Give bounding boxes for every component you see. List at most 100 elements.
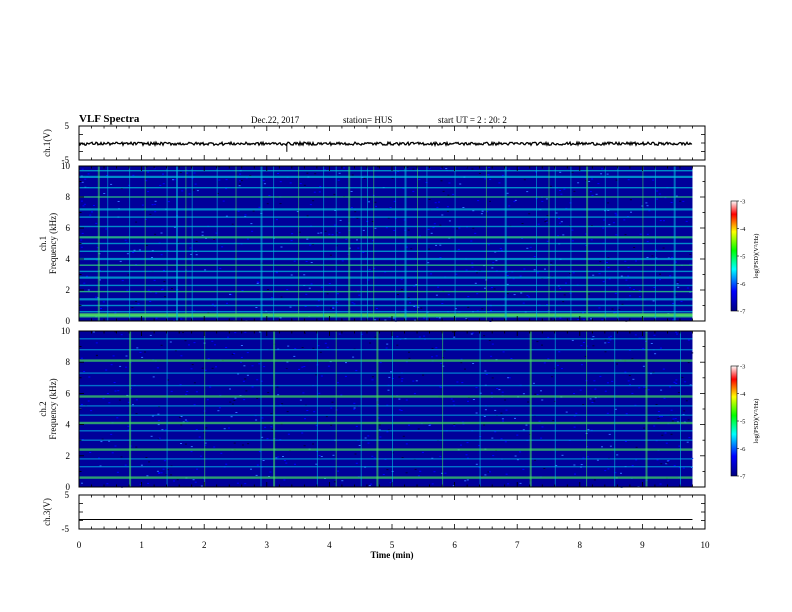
- impulse-line: [504, 166, 507, 321]
- noise-speck: [193, 172, 196, 174]
- noise-speck: [659, 273, 661, 275]
- noise-speck: [275, 272, 278, 274]
- noise-speck: [398, 409, 401, 411]
- noise-speck: [81, 168, 84, 170]
- noise-speck: [174, 350, 177, 352]
- noise-speck: [312, 243, 315, 245]
- noise-speck: [589, 191, 592, 193]
- noise-speck: [627, 179, 630, 181]
- noise-speck: [490, 310, 492, 311]
- noise-speck: [333, 193, 336, 195]
- noise-speck: [418, 235, 421, 237]
- noise-speck: [642, 347, 645, 349]
- noise-speck: [155, 317, 158, 319]
- noise-speck: [83, 203, 86, 205]
- noise-speck: [303, 366, 306, 367]
- noise-speck: [294, 348, 297, 350]
- frequency-band: [79, 448, 693, 451]
- noise-speck: [198, 436, 201, 438]
- noise-speck: [560, 193, 563, 195]
- noise-speck: [483, 335, 486, 337]
- noise-speck: [552, 420, 555, 422]
- noise-speck: [114, 390, 117, 392]
- noise-speck: [428, 248, 431, 250]
- noise-speck: [527, 401, 530, 403]
- noise-speck: [611, 380, 614, 382]
- noise-speck: [382, 474, 385, 475]
- frequency-band: [79, 284, 693, 287]
- noise-speck: [378, 429, 381, 431]
- noise-speck: [200, 455, 203, 457]
- noise-speck: [201, 367, 204, 369]
- noise-speck: [156, 470, 159, 472]
- colorbar-tick-label: -7: [740, 309, 746, 316]
- noise-speck: [466, 457, 469, 459]
- noise-speck: [215, 366, 217, 368]
- noise-speck: [598, 307, 601, 309]
- noise-speck: [484, 370, 487, 372]
- noise-speck: [439, 257, 442, 258]
- impulse-line: [617, 166, 619, 321]
- noise-speck: [624, 260, 627, 262]
- noise-speck: [263, 366, 266, 368]
- noise-speck: [280, 246, 283, 248]
- noise-speck: [439, 224, 442, 226]
- noise-speck: [112, 355, 115, 357]
- noise-speck: [591, 194, 594, 196]
- noise-speck: [559, 317, 562, 319]
- noise-speck: [147, 482, 150, 484]
- noise-speck: [607, 468, 610, 470]
- colorbar-tick-label: -3: [740, 199, 745, 206]
- noise-speck: [665, 442, 668, 444]
- noise-speck: [443, 350, 446, 352]
- noise-speck: [435, 355, 438, 357]
- noise-speck: [247, 443, 250, 445]
- noise-speck: [600, 173, 603, 175]
- noise-speck: [408, 424, 410, 426]
- noise-speck: [225, 215, 228, 217]
- noise-speck: [144, 218, 147, 220]
- noise-speck: [285, 462, 288, 464]
- noise-speck: [131, 307, 134, 309]
- noise-speck: [638, 387, 641, 389]
- noise-speck: [211, 303, 214, 305]
- noise-speck: [316, 305, 319, 307]
- noise-speck: [428, 425, 431, 426]
- noise-speck: [569, 273, 572, 274]
- impulse-line: [586, 166, 589, 321]
- noise-speck: [127, 401, 130, 403]
- noise-speck: [182, 332, 185, 334]
- x-axis-label: Time (min): [370, 550, 413, 560]
- noise-speck: [361, 333, 364, 335]
- noise-speck: [423, 335, 426, 337]
- noise-speck: [277, 173, 280, 174]
- noise-speck: [448, 182, 451, 184]
- noise-speck: [444, 472, 447, 474]
- noise-speck: [330, 407, 333, 409]
- noise-speck: [540, 437, 543, 439]
- noise-speck: [522, 302, 525, 304]
- noise-speck: [389, 482, 392, 484]
- noise-speck: [158, 473, 161, 474]
- noise-speck: [251, 365, 254, 367]
- noise-speck: [521, 223, 524, 224]
- noise-speck: [508, 205, 511, 207]
- noise-speck: [336, 293, 339, 295]
- noise-speck: [369, 342, 372, 344]
- noise-speck: [633, 247, 636, 248]
- noise-speck: [293, 355, 296, 357]
- noise-speck: [488, 340, 491, 341]
- noise-speck: [598, 273, 601, 275]
- noise-speck: [433, 223, 436, 225]
- noise-speck: [305, 261, 308, 262]
- noise-speck: [582, 342, 585, 343]
- noise-speck: [221, 246, 224, 248]
- noise-speck: [167, 201, 170, 203]
- frequency-band: [79, 414, 693, 416]
- noise-speck: [483, 416, 486, 417]
- y-tick-label: 4: [66, 254, 71, 264]
- noise-speck: [162, 468, 165, 470]
- noise-speck: [362, 252, 365, 253]
- noise-speck: [406, 166, 409, 168]
- noise-speck: [351, 174, 354, 176]
